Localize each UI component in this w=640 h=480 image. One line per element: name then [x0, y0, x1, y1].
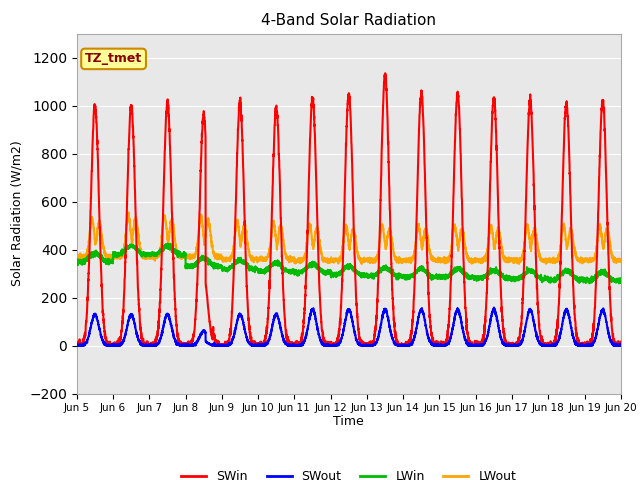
- LWin: [441, 275, 449, 281]
- SWin: [328, 342, 336, 348]
- Y-axis label: Solar Radiation (W/m2): Solar Radiation (W/m2): [11, 141, 24, 287]
- Legend: SWin, SWout, LWin, LWout: SWin, SWout, LWin, LWout: [176, 465, 522, 480]
- Title: 4-Band Solar Radiation: 4-Band Solar Radiation: [261, 13, 436, 28]
- LWout: [617, 258, 625, 264]
- SWin: [73, 343, 81, 348]
- LWout: [471, 259, 479, 265]
- X-axis label: Time: Time: [333, 415, 364, 428]
- LWout: [125, 209, 132, 215]
- LWin: [616, 280, 624, 286]
- SWout: [73, 342, 81, 348]
- LWout: [171, 236, 179, 241]
- SWin: [471, 341, 479, 347]
- SWout: [617, 341, 625, 347]
- LWout: [515, 261, 523, 267]
- SWout: [171, 336, 179, 342]
- SWout: [471, 342, 479, 348]
- SWin: [381, 71, 389, 76]
- LWin: [73, 258, 81, 264]
- SWin: [502, 342, 509, 348]
- LWout: [329, 259, 337, 264]
- SWout: [502, 343, 509, 348]
- LWin: [617, 280, 625, 286]
- LWin: [502, 277, 509, 283]
- SWout: [329, 343, 337, 348]
- LWin: [166, 241, 174, 247]
- SWout: [616, 343, 624, 348]
- LWout: [441, 261, 449, 266]
- SWout: [441, 343, 449, 348]
- LWin: [615, 280, 623, 286]
- LWout: [616, 258, 624, 264]
- LWout: [73, 253, 81, 259]
- Text: TZ_tmet: TZ_tmet: [85, 52, 142, 65]
- LWout: [502, 256, 509, 262]
- LWin: [329, 273, 337, 278]
- Line: LWin: LWin: [77, 244, 621, 283]
- LWin: [171, 247, 179, 252]
- Line: SWin: SWin: [77, 73, 621, 346]
- Line: SWout: SWout: [77, 308, 621, 346]
- SWin: [617, 339, 625, 345]
- SWin: [441, 343, 449, 348]
- SWout: [74, 343, 82, 348]
- Line: LWout: LWout: [77, 212, 621, 264]
- SWin: [171, 289, 179, 295]
- SWin: [616, 343, 624, 348]
- LWin: [471, 274, 479, 279]
- SWout: [490, 305, 498, 311]
